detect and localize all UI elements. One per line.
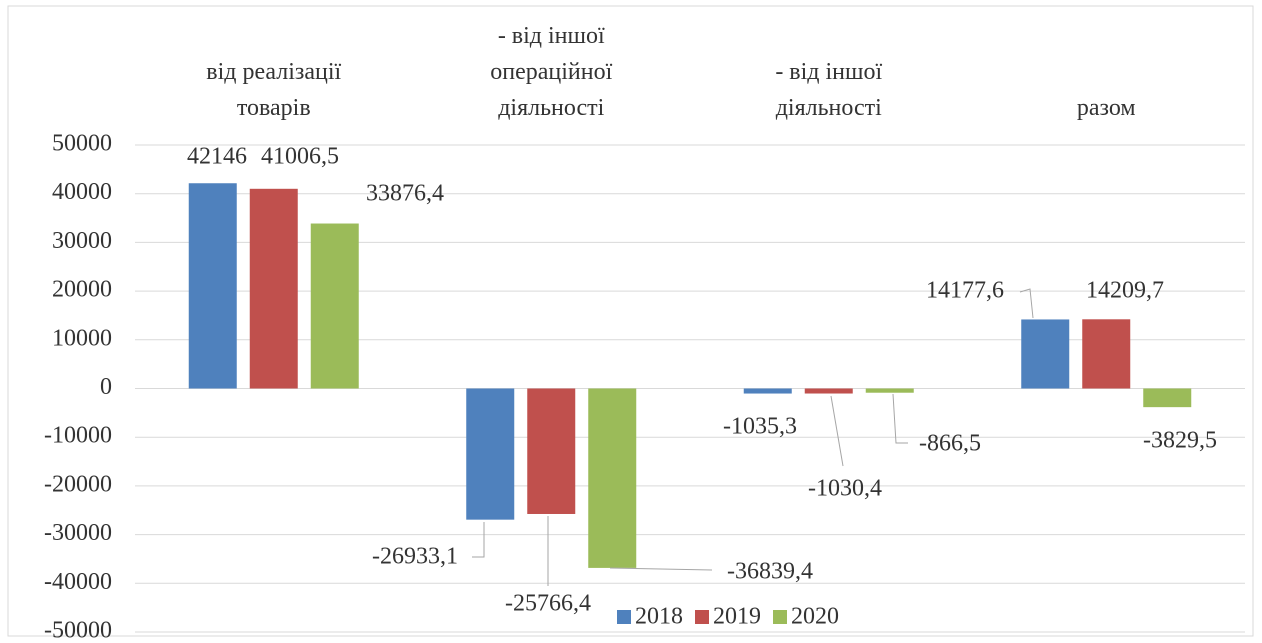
y-tick-label: -40000 — [44, 569, 112, 595]
leader-line — [1019, 288, 1034, 319]
data-label: 42146 — [187, 144, 247, 170]
bar — [466, 388, 515, 520]
legend-swatch — [617, 610, 631, 624]
bar — [188, 183, 237, 389]
y-tick-label: 40000 — [52, 179, 112, 205]
bar — [310, 223, 359, 389]
data-label: 14209,7 — [1086, 278, 1164, 304]
data-label: 14177,6 — [926, 278, 1004, 304]
leader-line — [892, 393, 908, 444]
category-label: - від іншої операційної діяльності — [490, 23, 613, 121]
y-tick-label: -30000 — [44, 520, 112, 546]
leader-line — [472, 522, 485, 558]
legend-swatch — [773, 610, 787, 624]
data-label: -3829,5 — [1143, 428, 1217, 454]
y-tick-label: 10000 — [52, 325, 112, 351]
y-tick-label: 50000 — [52, 131, 112, 157]
legend-swatch — [695, 610, 709, 624]
leader-line — [609, 567, 713, 571]
legend-label: 2018 — [635, 604, 683, 630]
bar — [865, 388, 914, 393]
data-label: 41006,5 — [261, 144, 339, 170]
category-label: разом — [1076, 95, 1136, 121]
bar — [1082, 319, 1131, 389]
data-label: -866,5 — [919, 431, 981, 457]
legend-label: 2019 — [713, 604, 761, 630]
data-label: -26933,1 — [372, 544, 458, 570]
data-label: -36839,4 — [727, 559, 813, 585]
y-tick-label: -10000 — [44, 423, 112, 449]
leader-line — [830, 395, 844, 467]
data-label: 33876,4 — [366, 181, 444, 207]
bar — [249, 188, 298, 389]
bar — [588, 388, 637, 568]
bar — [1143, 388, 1192, 408]
chart-border — [7, 5, 1254, 637]
bar — [1021, 319, 1070, 389]
category-label: - від іншої діяльності — [775, 59, 883, 121]
y-tick-label: -50000 — [44, 618, 112, 643]
legend-label: 2020 — [791, 604, 839, 630]
y-tick-label: 30000 — [52, 228, 112, 254]
bar — [527, 388, 576, 514]
data-label: -1030,4 — [808, 476, 882, 502]
category-label: від реалізації товарів — [206, 59, 342, 121]
bar — [804, 388, 853, 394]
y-tick-label: 0 — [100, 374, 112, 400]
bar — [743, 388, 792, 394]
y-tick-label: 20000 — [52, 277, 112, 303]
data-label: -1035,3 — [723, 414, 797, 440]
data-label: -25766,4 — [505, 591, 591, 617]
y-tick-label: -20000 — [44, 471, 112, 497]
